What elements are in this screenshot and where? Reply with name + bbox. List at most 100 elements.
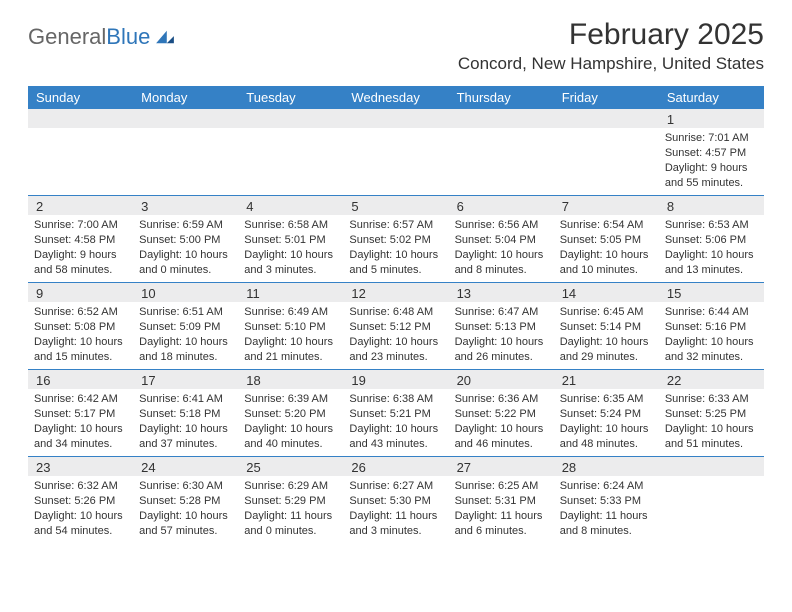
calendar-cell: 6Sunrise: 6:56 AMSunset: 5:04 PMDaylight… [449,196,554,282]
calendar-week: 9Sunrise: 6:52 AMSunset: 5:08 PMDaylight… [28,282,764,369]
calendar-cell: 21Sunrise: 6:35 AMSunset: 5:24 PMDayligh… [554,370,659,456]
cell-line: Sunset: 5:00 PM [139,233,232,248]
cell-line: Sunrise: 6:35 AM [560,392,653,407]
day-header-friday: Friday [554,86,659,109]
cell-body: Sunrise: 6:54 AMSunset: 5:05 PMDaylight:… [554,215,659,281]
cell-line: Sunset: 5:13 PM [455,320,548,335]
date-number: 3 [133,196,238,215]
cell-body [659,476,764,483]
cell-line: Daylight: 10 hours and 43 minutes. [349,422,442,452]
calendar-cell: 12Sunrise: 6:48 AMSunset: 5:12 PMDayligh… [343,283,448,369]
logo-text-general: General [28,24,106,50]
cell-line: Sunset: 5:04 PM [455,233,548,248]
cell-line: Sunset: 5:28 PM [139,494,232,509]
calendar-cell: 5Sunrise: 6:57 AMSunset: 5:02 PMDaylight… [343,196,448,282]
calendar-cell: 27Sunrise: 6:25 AMSunset: 5:31 PMDayligh… [449,457,554,543]
cell-line: Sunrise: 6:33 AM [665,392,758,407]
calendar-cell: 8Sunrise: 6:53 AMSunset: 5:06 PMDaylight… [659,196,764,282]
calendar-cell [343,109,448,195]
date-number: 18 [238,370,343,389]
cell-line: Sunset: 5:18 PM [139,407,232,422]
calendar-cell: 11Sunrise: 6:49 AMSunset: 5:10 PMDayligh… [238,283,343,369]
day-header-sunday: Sunday [28,86,133,109]
calendar-cell: 4Sunrise: 6:58 AMSunset: 5:01 PMDaylight… [238,196,343,282]
calendar-cell: 15Sunrise: 6:44 AMSunset: 5:16 PMDayligh… [659,283,764,369]
date-number: 1 [659,109,764,128]
cell-body [133,128,238,135]
calendar-cell [133,109,238,195]
cell-line: Sunset: 5:20 PM [244,407,337,422]
cell-line: Daylight: 10 hours and 51 minutes. [665,422,758,452]
cell-line: Sunrise: 6:25 AM [455,479,548,494]
cell-line: Daylight: 10 hours and 8 minutes. [455,248,548,278]
cell-body: Sunrise: 6:35 AMSunset: 5:24 PMDaylight:… [554,389,659,455]
cell-line: Sunrise: 6:58 AM [244,218,337,233]
date-number: 15 [659,283,764,302]
cell-line: Sunrise: 7:01 AM [665,131,758,146]
date-number: 20 [449,370,554,389]
date-number: 14 [554,283,659,302]
cell-line: Daylight: 10 hours and 40 minutes. [244,422,337,452]
cell-line: Daylight: 10 hours and 37 minutes. [139,422,232,452]
logo-sail-icon [154,29,176,45]
date-number: 12 [343,283,448,302]
calendar-cell: 10Sunrise: 6:51 AMSunset: 5:09 PMDayligh… [133,283,238,369]
calendar-cell: 28Sunrise: 6:24 AMSunset: 5:33 PMDayligh… [554,457,659,543]
cell-line: Sunrise: 7:00 AM [34,218,127,233]
cell-body: Sunrise: 6:41 AMSunset: 5:18 PMDaylight:… [133,389,238,455]
cell-line: Sunrise: 6:49 AM [244,305,337,320]
cell-body: Sunrise: 6:45 AMSunset: 5:14 PMDaylight:… [554,302,659,368]
cell-body: Sunrise: 6:24 AMSunset: 5:33 PMDaylight:… [554,476,659,542]
calendar-cell: 20Sunrise: 6:36 AMSunset: 5:22 PMDayligh… [449,370,554,456]
header: GeneralBlue February 2025 Concord, New H… [28,18,764,80]
cell-line: Daylight: 10 hours and 10 minutes. [560,248,653,278]
calendar-cell: 1 Sunrise: 7:01 AMSunset: 4:57 PMDaylight… [659,109,764,195]
cell-line: Daylight: 10 hours and 32 minutes. [665,335,758,365]
cell-line: Sunset: 5:25 PM [665,407,758,422]
cell-body: Sunrise: 6:44 AMSunset: 5:16 PMDaylight:… [659,302,764,368]
cell-body: Sunrise: 6:57 AMSunset: 5:02 PMDaylight:… [343,215,448,281]
cell-body [28,128,133,135]
cell-body: Sunrise: 6:36 AMSunset: 5:22 PMDaylight:… [449,389,554,455]
cell-line: Sunrise: 6:36 AM [455,392,548,407]
date-number: 16 [28,370,133,389]
cell-body: Sunrise: 6:25 AMSunset: 5:31 PMDaylight:… [449,476,554,542]
date-number [133,109,238,128]
calendar-cell [28,109,133,195]
cell-line: Sunrise: 6:38 AM [349,392,442,407]
calendar-cell: 22Sunrise: 6:33 AMSunset: 5:25 PMDayligh… [659,370,764,456]
calendar-week: 23Sunrise: 6:32 AMSunset: 5:26 PMDayligh… [28,456,764,543]
cell-line: Daylight: 10 hours and 57 minutes. [139,509,232,539]
cell-line: Sunrise: 6:29 AM [244,479,337,494]
calendar-cell: 18Sunrise: 6:39 AMSunset: 5:20 PMDayligh… [238,370,343,456]
cell-line: Sunset: 5:26 PM [34,494,127,509]
cell-body: Sunrise: 6:58 AMSunset: 5:01 PMDaylight:… [238,215,343,281]
cell-line: Sunset: 4:57 PM [665,146,758,161]
date-number: 27 [449,457,554,476]
date-number: 7 [554,196,659,215]
date-number [659,457,764,476]
date-number [554,109,659,128]
cell-line: Sunrise: 6:56 AM [455,218,548,233]
cell-line: Sunset: 5:12 PM [349,320,442,335]
cell-line: Sunrise: 6:59 AM [139,218,232,233]
cell-body: Sunrise: 6:52 AMSunset: 5:08 PMDaylight:… [28,302,133,368]
date-number: 28 [554,457,659,476]
cell-body: Sunrise: 6:49 AMSunset: 5:10 PMDaylight:… [238,302,343,368]
cell-line: Daylight: 10 hours and 15 minutes. [34,335,127,365]
date-number: 8 [659,196,764,215]
cell-line: Sunset: 5:02 PM [349,233,442,248]
cell-line: Daylight: 9 hours and 55 minutes. [665,161,758,191]
cell-line: Daylight: 10 hours and 54 minutes. [34,509,127,539]
cell-body: Sunrise: 6:56 AMSunset: 5:04 PMDaylight:… [449,215,554,281]
cell-line: Sunrise: 6:24 AM [560,479,653,494]
calendar-cell [449,109,554,195]
calendar-cell: 2Sunrise: 7:00 AMSunset: 4:58 PMDaylight… [28,196,133,282]
date-number: 24 [133,457,238,476]
cell-body [343,128,448,135]
cell-body: Sunrise: 6:51 AMSunset: 5:09 PMDaylight:… [133,302,238,368]
date-number [449,109,554,128]
cell-line: Sunset: 5:21 PM [349,407,442,422]
calendar-cell: 17Sunrise: 6:41 AMSunset: 5:18 PMDayligh… [133,370,238,456]
cell-line: Sunset: 5:05 PM [560,233,653,248]
